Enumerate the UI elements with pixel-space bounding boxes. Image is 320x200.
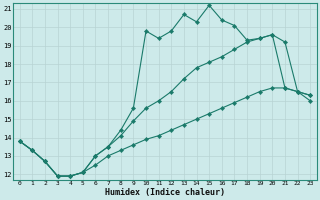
X-axis label: Humidex (Indice chaleur): Humidex (Indice chaleur) [105,188,225,197]
